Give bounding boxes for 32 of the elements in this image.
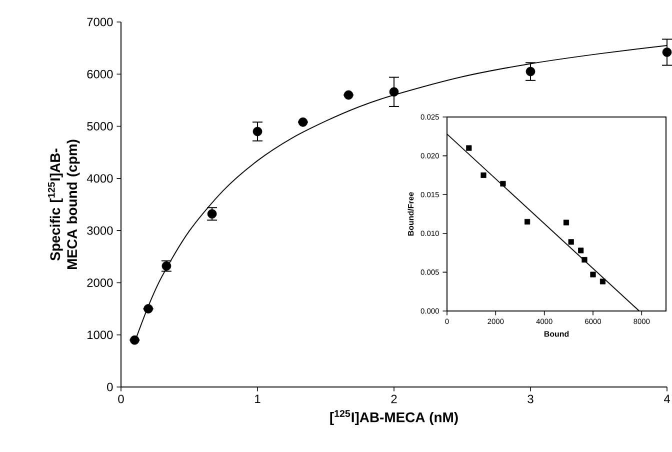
point <box>568 239 574 245</box>
y-tick-label: 7000 <box>87 18 113 26</box>
y-tick-label: 3000 <box>87 226 113 235</box>
point <box>590 272 596 278</box>
point <box>526 66 536 76</box>
x-tick-label: 0 <box>118 394 124 404</box>
y-tick-label: 5000 <box>87 122 113 131</box>
point <box>252 126 262 136</box>
y-tick-label: 6000 <box>87 70 113 78</box>
point <box>500 180 506 187</box>
point <box>563 220 570 226</box>
y-tick-label: 2000 <box>87 278 113 287</box>
point <box>298 117 308 127</box>
x-tick-label: 4 <box>664 394 670 403</box>
point <box>130 335 140 345</box>
point <box>600 278 606 284</box>
y-tick-label: 1000 <box>88 330 113 340</box>
x-tick-label: 3 <box>528 394 534 404</box>
x-tick-label: 1 <box>255 394 260 403</box>
x-axis-title: [$^{125}$I]AB-MECA (nM) <box>330 410 458 425</box>
y-tick-label: 0 <box>107 382 113 392</box>
point <box>524 218 530 225</box>
point <box>578 248 584 254</box>
point <box>466 145 472 151</box>
point <box>662 48 672 57</box>
point <box>144 304 153 314</box>
y-tick-label: 4000 <box>86 174 113 183</box>
point <box>389 87 399 97</box>
point <box>582 256 588 263</box>
point <box>480 172 486 178</box>
point <box>344 90 354 100</box>
x-tick-label: 2 <box>391 394 397 404</box>
